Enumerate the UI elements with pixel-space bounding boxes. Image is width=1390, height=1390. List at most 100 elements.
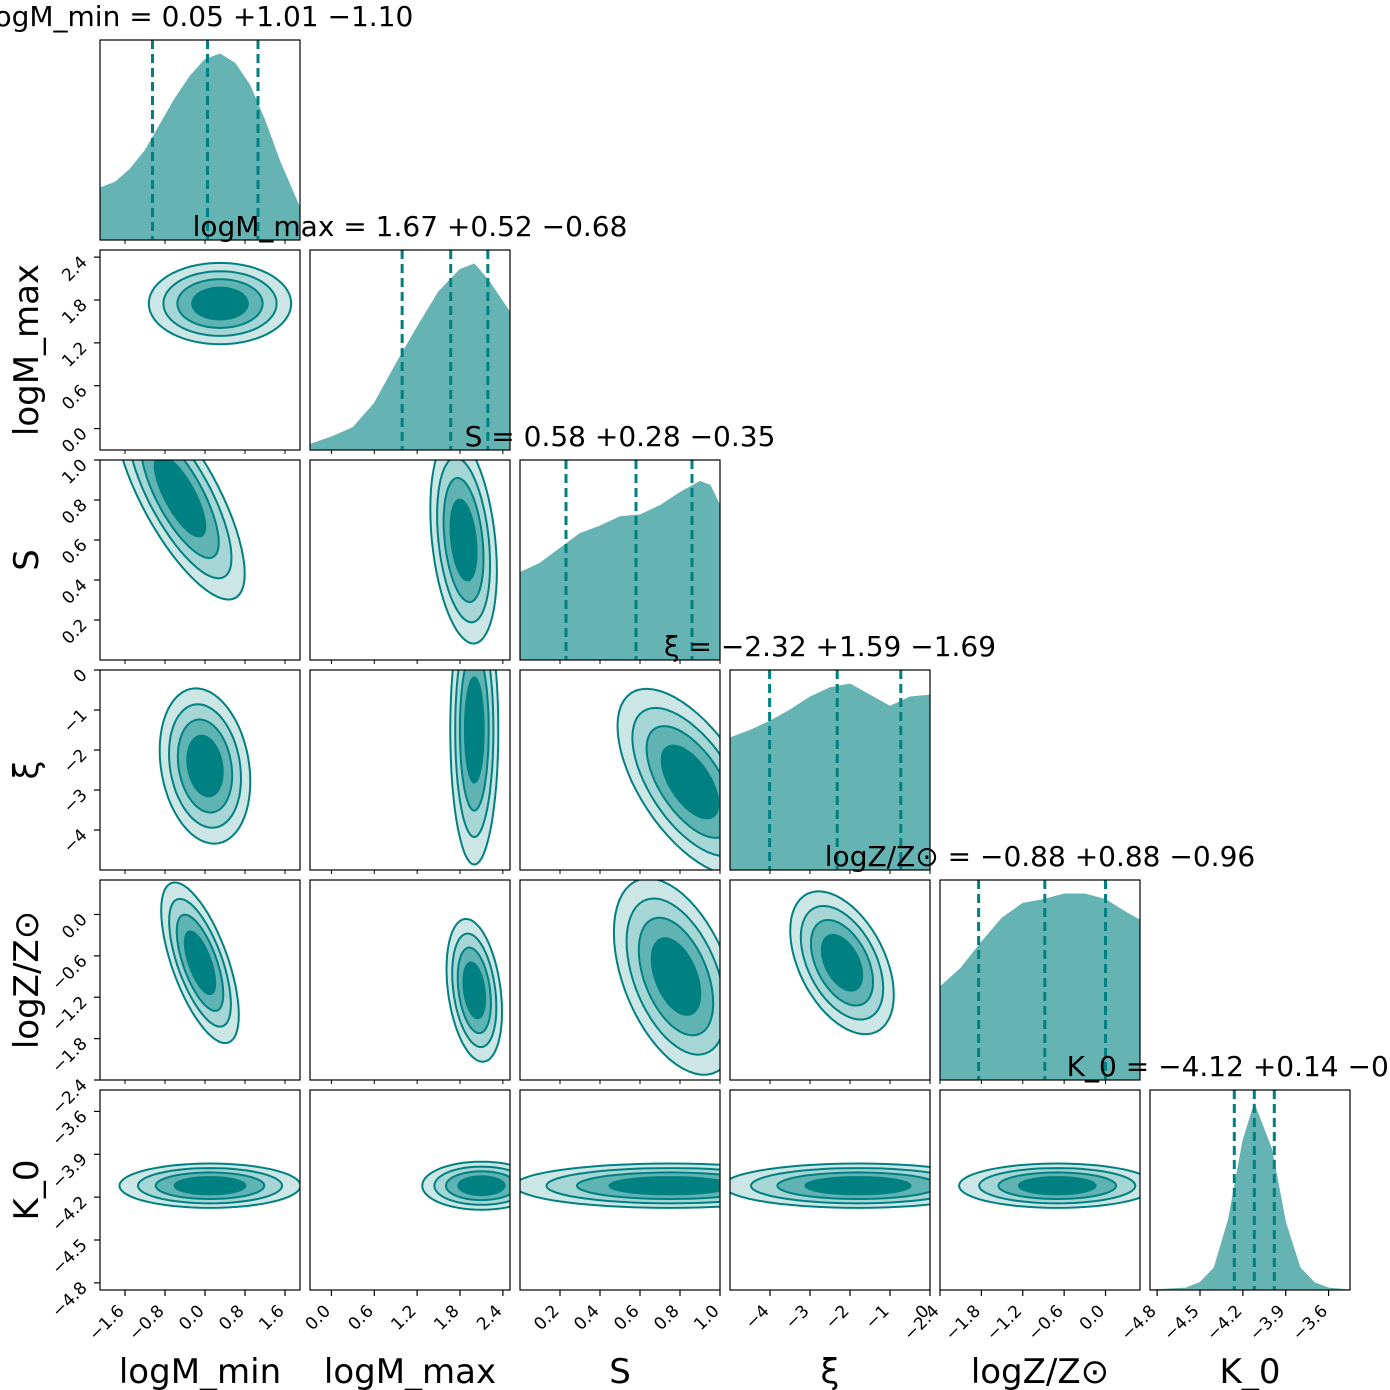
contour-level-1	[820, 933, 864, 992]
y-tick-label: 1.8	[58, 295, 91, 328]
joint-panel-logZ-vs-S	[519, 879, 721, 1081]
x-tick-label: −2.4	[900, 1301, 943, 1344]
title-logMmax: logM_max = 1.67 +0.52 −0.68	[193, 210, 628, 243]
contour-level-1	[608, 1176, 720, 1196]
joint-panel-K0-vs-logMmax	[309, 1089, 511, 1291]
marginal-panel-logMmin	[99, 39, 301, 241]
panel-frame	[99, 669, 301, 871]
x-tick-label: 0.0	[302, 1301, 335, 1334]
panel-frame	[729, 669, 931, 871]
panel-frame	[99, 249, 301, 451]
x-tick-label: −4.5	[1160, 1301, 1203, 1344]
joint-panel-logZ-vs-logMmax	[309, 879, 511, 1081]
y-tick-label: −4	[60, 825, 92, 857]
panel-frame	[519, 669, 721, 871]
y-tick-label: 0	[70, 665, 92, 687]
title-S: S = 0.58 +0.28 −0.35	[465, 420, 776, 453]
marginal-panel-S	[519, 459, 721, 661]
contour-level-1	[804, 1176, 912, 1196]
marginal-density-logMmax	[310, 263, 510, 450]
x-tick-label: 0.6	[345, 1301, 378, 1334]
panel-frame	[729, 879, 931, 1081]
y-tick-label: 0.2	[58, 615, 91, 648]
x-tick-label: 0.0	[1076, 1301, 1109, 1334]
contour-level-1	[186, 734, 224, 798]
x-tick-label: 1.6	[255, 1301, 288, 1334]
x-tick-label: 0.2	[530, 1301, 563, 1334]
contour-level-1	[153, 460, 207, 538]
x-tick-label: 0.0	[175, 1301, 208, 1334]
joint-panel-xi-vs-logMmax	[309, 669, 511, 871]
marginal-panel-logMmax	[309, 249, 511, 451]
x-axis-label-K0: K_0	[1220, 1352, 1281, 1390]
joint-panel-xi-vs-S	[519, 669, 721, 871]
titles-layer: logM_min = 0.05 +1.01 −1.10 logM_max = 1.…	[0, 0, 1390, 1083]
x-tick-label: −1.8	[942, 1301, 985, 1344]
x-tick-label: 1.2	[387, 1301, 420, 1334]
panel-frame	[309, 669, 511, 871]
panels-layer	[99, 39, 1351, 1291]
title-K0: K_0 = −4.12 +0.14 −0.14	[1067, 1050, 1390, 1083]
panel-frame	[99, 1089, 301, 1291]
x-axis-label-xi: ξ	[821, 1352, 840, 1390]
x-tick-label: −1.6	[85, 1301, 128, 1344]
x-tick-label: −2	[822, 1301, 854, 1333]
marginal-density-logZ	[940, 893, 1140, 1080]
joint-panel-xi-vs-logMmin	[99, 669, 301, 871]
y-tick-label: −2	[60, 745, 92, 777]
x-tick-label: 0.6	[610, 1301, 643, 1334]
contour-level-1	[462, 961, 487, 1020]
y-tick-label: −4.8	[48, 1278, 91, 1321]
marginal-density-xi	[730, 683, 930, 870]
y-tick-label: −2.4	[48, 1075, 91, 1118]
marginal-panel-logZ	[939, 879, 1141, 1081]
panel-frame	[309, 459, 511, 661]
x-tick-label: 0.4	[570, 1301, 603, 1334]
panel-frame	[99, 39, 301, 241]
panel-frame	[729, 1089, 931, 1291]
joint-panel-K0-vs-S	[519, 1089, 721, 1291]
y-tick-label: 0.6	[58, 535, 91, 568]
panel-frame	[99, 459, 301, 661]
y-tick-label: 0.4	[58, 575, 91, 608]
contour-level-1	[173, 1176, 247, 1196]
joint-panel-S-vs-logMmax	[309, 459, 511, 661]
panel-frame	[99, 879, 301, 1081]
y-tick-label: 1.0	[58, 455, 91, 488]
joint-panel-logZ-vs-xi	[729, 879, 931, 1081]
x-tick-label: 0.8	[650, 1301, 683, 1334]
x-tick-label: −4.2	[1203, 1301, 1246, 1344]
y-tick-label: −3.9	[48, 1150, 91, 1193]
x-tick-label: −0.8	[125, 1301, 168, 1344]
marginal-panel-K0	[1149, 1089, 1351, 1291]
contour-level-1	[449, 498, 478, 582]
y-tick-label: 0.6	[58, 381, 91, 414]
y-tick-label: −1.8	[48, 1034, 91, 1077]
y-tick-label: 0.0	[58, 910, 91, 943]
panel-frame	[309, 1089, 511, 1291]
x-tick-label: 1.0	[690, 1301, 723, 1334]
y-tick-label: 0.8	[58, 495, 91, 528]
title-logMmin: logM_min = 0.05 +1.01 −1.10	[0, 0, 413, 33]
panel-frame	[939, 1089, 1141, 1291]
x-tick-label: −0.6	[1024, 1301, 1067, 1344]
x-tick-label: −4	[742, 1301, 774, 1333]
x-tick-label: −1	[862, 1301, 894, 1333]
x-axis-label-logMmax: logM_max	[324, 1352, 496, 1390]
title-xi: ξ = −2.32 +1.59 −1.69	[664, 630, 996, 663]
panel-frame	[309, 879, 511, 1081]
y-tick-label: −1.2	[48, 993, 91, 1036]
joint-panel-K0-vs-xi	[729, 1089, 931, 1291]
contour-level-1	[650, 937, 702, 1016]
contour-level-1	[457, 1175, 506, 1197]
contour-level-1	[463, 676, 485, 784]
y-tick-label: −3	[60, 785, 92, 817]
joint-panel-logMmax-vs-logMmin	[99, 249, 301, 451]
x-tick-label: 2.4	[473, 1301, 506, 1334]
x-tick-label: −4.8	[1117, 1301, 1160, 1344]
y-tick-label: −0.6	[48, 951, 91, 994]
panel-frame	[519, 879, 721, 1081]
x-tick-label: 0.8	[215, 1301, 248, 1334]
x-tick-label: 1.8	[430, 1301, 463, 1334]
marginal-density-logMmin	[100, 53, 300, 240]
